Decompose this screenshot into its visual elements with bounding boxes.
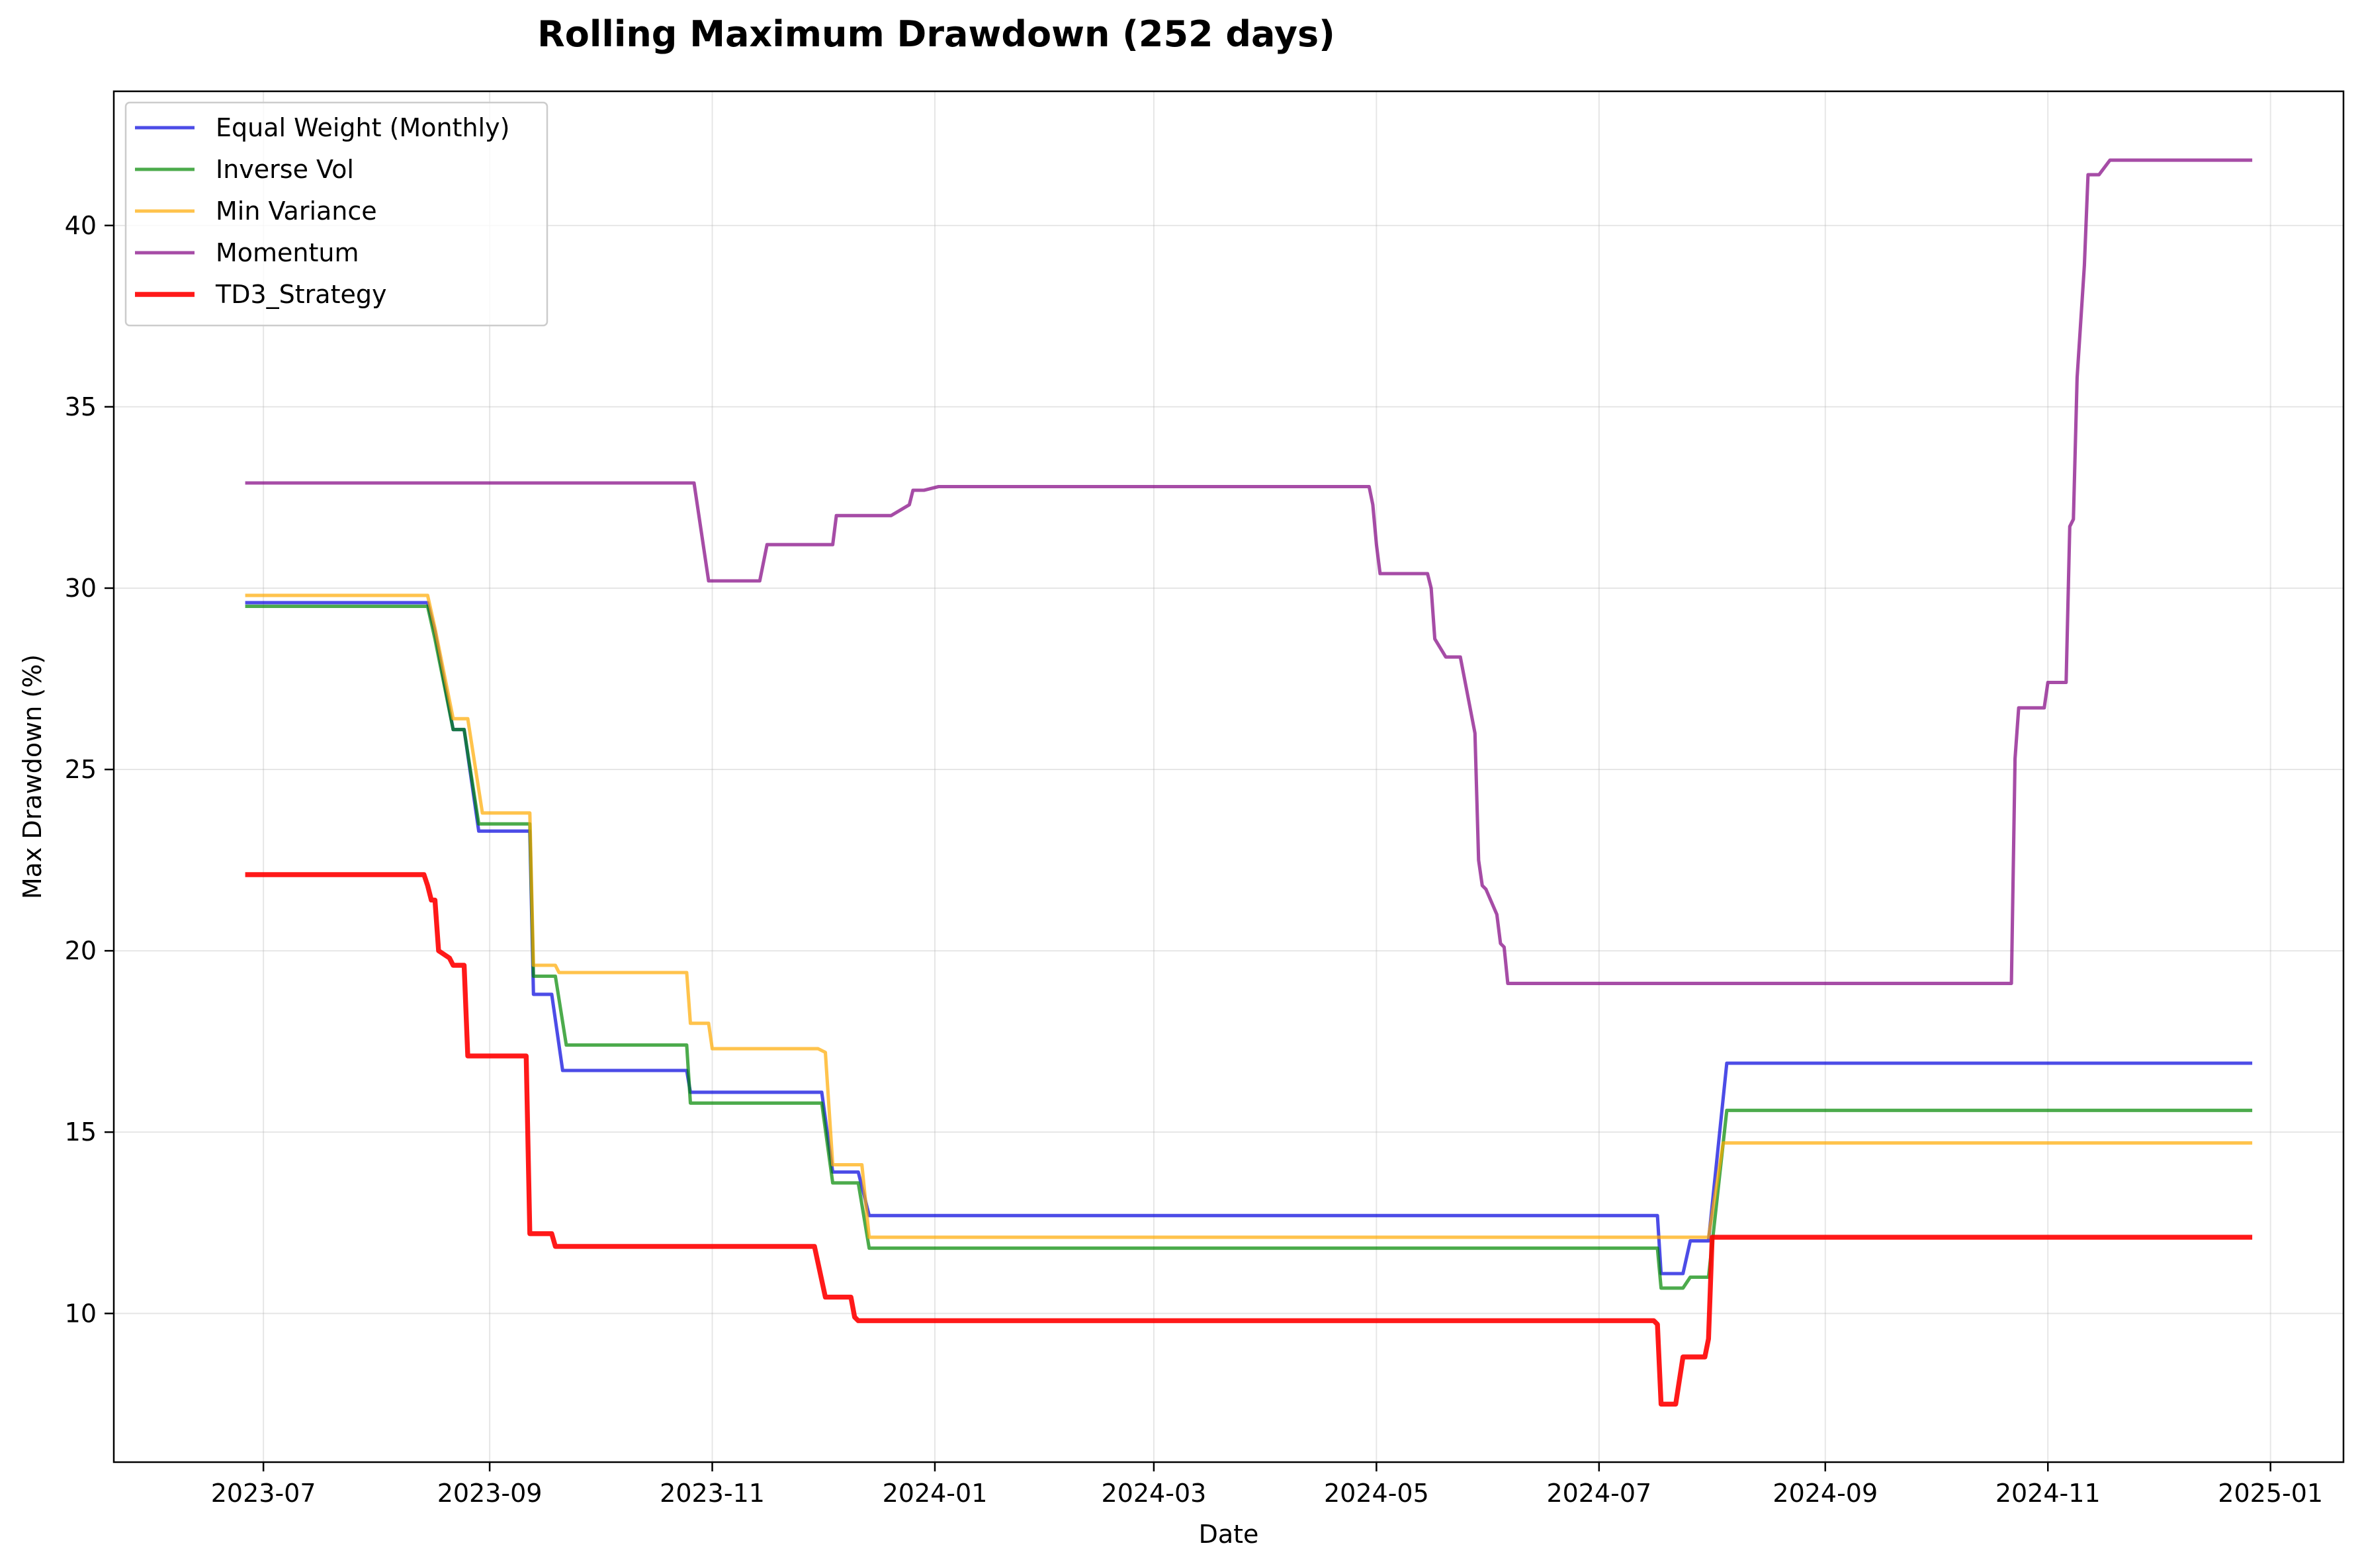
legend: Equal Weight (Monthly) Inverse Vol Min Var… (124, 101, 548, 327)
x-axis-ticks: 2023-07 2023-09 2023-11 2024-01 2024-03 2024-… (211, 1462, 2323, 1508)
x-tick-label: 2023-09 (437, 1479, 543, 1508)
series-line-momentum (245, 158, 2253, 985)
legend-label: Inverse Vol (216, 155, 354, 184)
x-tick-label: 2024-07 (1546, 1479, 1651, 1508)
y-tick-label: 25 (65, 755, 97, 784)
legend-label: Momentum (216, 238, 359, 267)
chart-title: Rolling Maximum Drawdown (252 days) (537, 13, 1335, 55)
y-tick-label: 20 (65, 936, 97, 965)
y-tick-label: 15 (65, 1117, 97, 1147)
x-tick-label: 2024-11 (1995, 1479, 2101, 1508)
legend-label: Equal Weight (Monthly) (216, 113, 509, 142)
y-axis-label: Max Drawdown (%) (18, 654, 47, 899)
grid-lines (114, 91, 2343, 1462)
x-tick-label: 2024-03 (1102, 1479, 1207, 1508)
legend-label: TD3_Strategy (215, 280, 386, 309)
legend-label: Min Variance (216, 196, 377, 226)
x-tick-label: 2024-01 (883, 1479, 988, 1508)
y-tick-label: 35 (65, 392, 97, 421)
y-tick-label: 10 (65, 1299, 97, 1328)
series-line-td3-strategy (245, 872, 2253, 1407)
x-tick-label: 2023-07 (211, 1479, 316, 1508)
series-line-inverse-vol (245, 604, 2253, 1290)
series-lines (245, 158, 2253, 1407)
y-tick-label: 30 (65, 574, 97, 603)
x-tick-label: 2025-01 (2218, 1479, 2323, 1508)
plot-frame (112, 90, 2345, 1463)
x-tick-label: 2024-09 (1772, 1479, 1878, 1508)
x-tick-label: 2023-11 (660, 1479, 765, 1508)
series-line-min-variance (245, 593, 2253, 1239)
legend-box (124, 101, 548, 327)
x-axis-label: Date (1199, 1520, 1259, 1549)
y-tick-label: 40 (65, 211, 97, 240)
y-axis-ticks: 10 15 20 25 30 35 40 (65, 211, 114, 1328)
x-tick-label: 2024-05 (1324, 1479, 1429, 1508)
